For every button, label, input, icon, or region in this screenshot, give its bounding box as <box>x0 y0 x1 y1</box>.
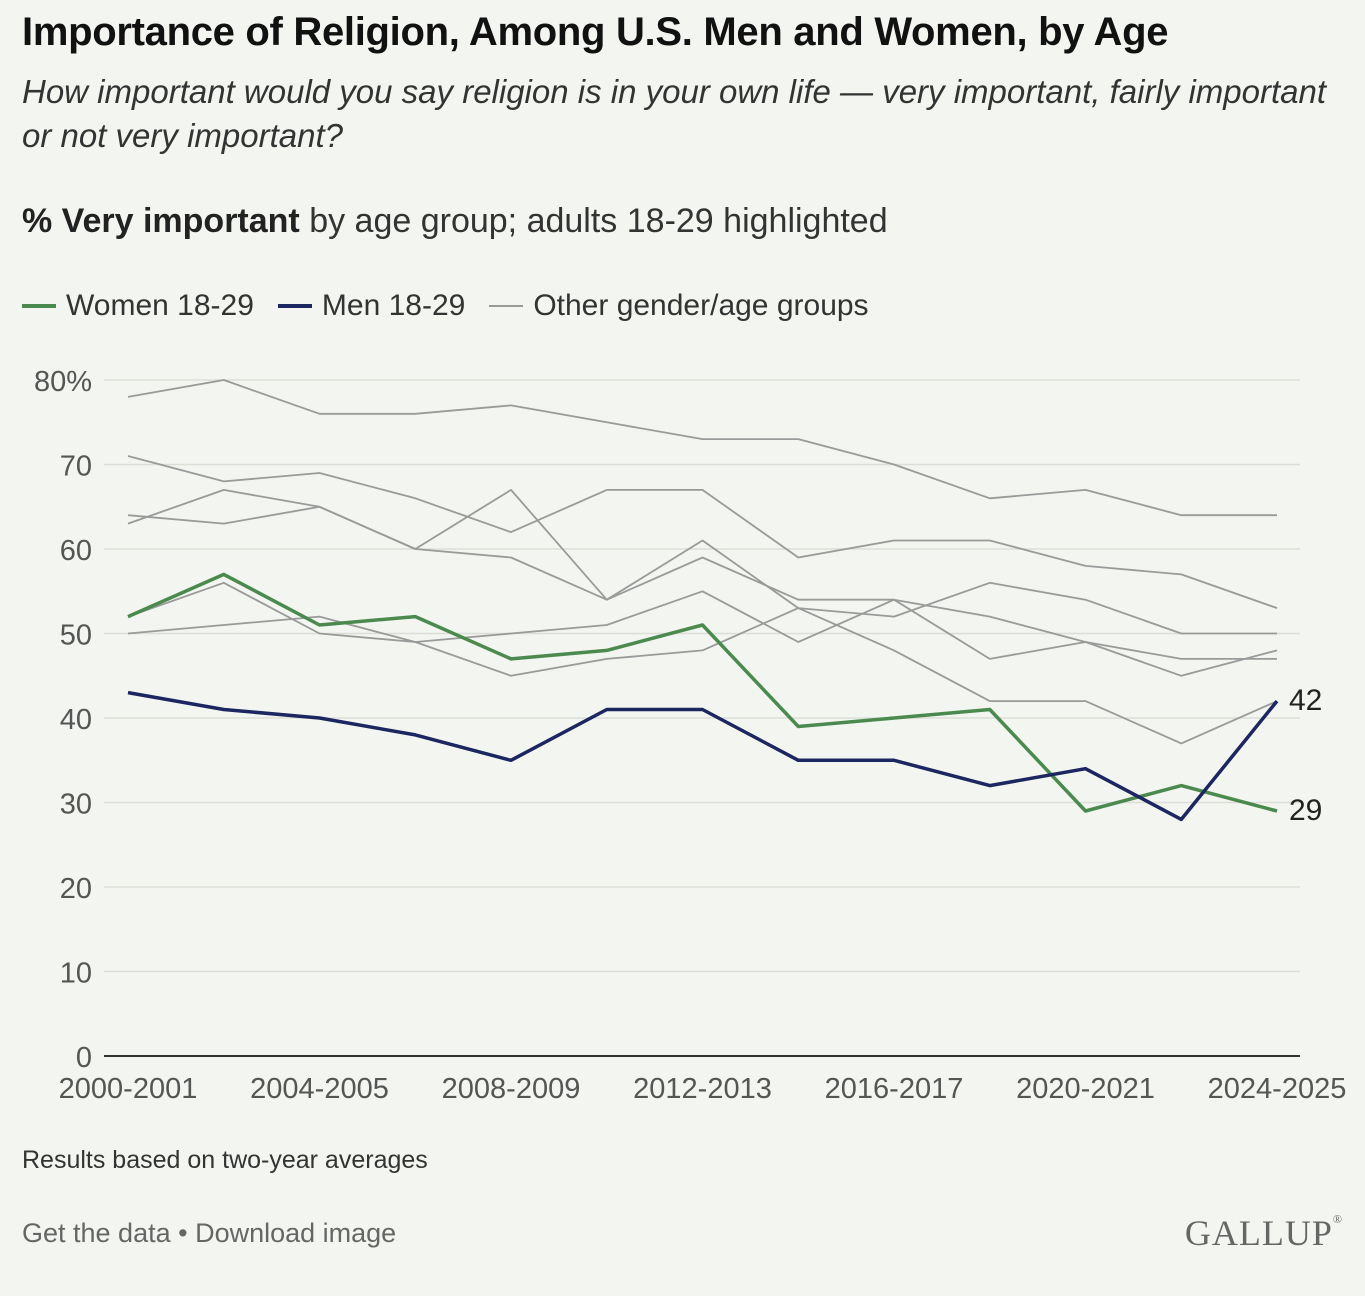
y-tick-label: 50 <box>60 620 92 652</box>
legend-label-men: Men 18-29 <box>321 289 466 322</box>
y-tick-label: 0 <box>76 1042 92 1074</box>
x-tick-label: 2008-2009 <box>442 1073 581 1105</box>
chart-measure-label: % Very important by age group; adults 18… <box>22 202 888 241</box>
y-tick-label: 70 <box>60 451 92 483</box>
x-tick-label: 2012-2013 <box>633 1073 772 1105</box>
legend-item-women: Women 18-29 <box>22 289 254 323</box>
series-line-other-5 <box>127 581 1278 745</box>
legend-swatch-men <box>277 304 312 308</box>
legend-item-men: Men 18-29 <box>277 289 466 323</box>
gallup-logo-text: GALLUP <box>1184 1213 1333 1253</box>
legend-swatch-women <box>22 304 56 308</box>
x-tick-label: 2024-2025 <box>1208 1073 1347 1105</box>
legend: Women 18-29 Men 18-29 Other gender/age g… <box>22 284 893 328</box>
y-tick-label: 60 <box>60 535 92 567</box>
chart-subtitle: How important would you say religion is … <box>22 73 1327 154</box>
footnote: Results based on two-year averages <box>22 1146 428 1174</box>
y-tick-label: 40 <box>60 704 92 736</box>
link-separator: • <box>170 1218 196 1248</box>
series-line-other-2 <box>127 455 1278 609</box>
legend-label-other: Other gender/age groups <box>533 289 869 322</box>
download-image-link[interactable]: Download image <box>195 1218 397 1248</box>
legend-item-other: Other gender/age groups <box>489 289 869 323</box>
series-line-other-3 <box>127 488 1277 635</box>
series-line-other-1 <box>127 379 1277 517</box>
gallup-logo: GALLUP® <box>1185 1212 1343 1254</box>
x-tick-label: 2016-2017 <box>825 1073 964 1105</box>
y-tick-label: 20 <box>60 873 92 905</box>
series-line-men-18-29 <box>127 690 1279 822</box>
footer-links: Get the data • Download image <box>22 1218 396 1249</box>
line-chart: 0 10 20 30 40 50 60 70 80% 2000-2001 2004-2005 2008… <box>34 366 1347 1105</box>
y-tick-label: 10 <box>60 958 92 990</box>
end-label-women: 29 <box>1289 794 1322 827</box>
series-line-women-18-29 <box>127 572 1278 813</box>
get-data-link[interactable]: Get the data <box>22 1218 171 1248</box>
registered-mark: ® <box>1332 1212 1343 1226</box>
chart-measure-bold: % Very important <box>22 202 300 240</box>
x-tick-label: 2004-2005 <box>250 1073 389 1105</box>
x-tick-label: 2020-2021 <box>1016 1073 1155 1105</box>
end-label-men: 42 <box>1289 684 1322 717</box>
y-tick-label: 30 <box>60 789 92 821</box>
x-tick-label: 2000-2001 <box>59 1073 198 1105</box>
series-line-other-6 <box>127 590 1278 677</box>
chart-measure-rest: by age group; adults 18-29 highlighted <box>299 202 888 240</box>
legend-swatch-other <box>489 305 524 307</box>
chart-title: Importance of Religion, Among U.S. Men a… <box>22 10 1169 54</box>
y-tick-label: 80% <box>34 366 92 398</box>
legend-label-women: Women 18-29 <box>66 289 254 322</box>
